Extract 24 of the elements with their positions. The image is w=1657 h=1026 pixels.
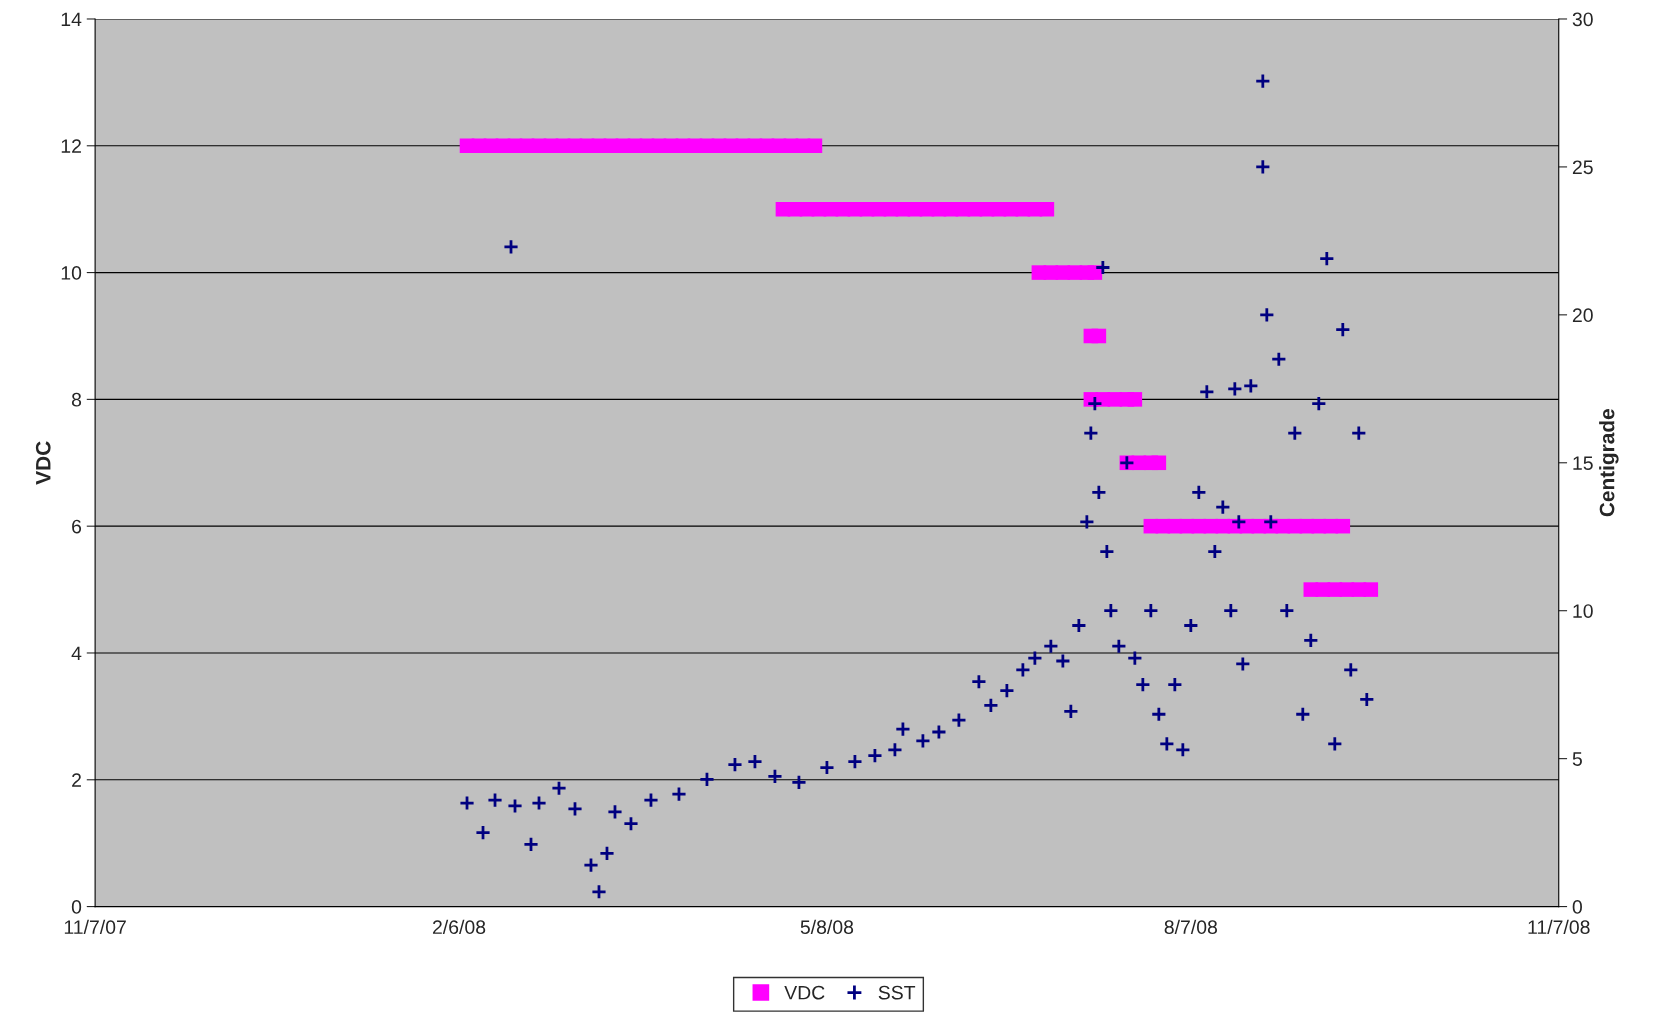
y2-axis-title: Centigrade <box>1599 409 1619 517</box>
y2-tick-label: 25 <box>1572 160 1593 175</box>
y2-tick-label: 15 <box>1573 456 1593 471</box>
y-tick-label: 2 <box>72 773 81 787</box>
x-tick-label: 5/8/08 <box>800 919 854 935</box>
x-tick-label: 11/7/07 <box>64 919 126 935</box>
y2-tick-label: 20 <box>1572 308 1593 323</box>
x-tick-label: 2/6/08 <box>432 919 486 935</box>
y2-tick-label: 0 <box>1572 900 1582 914</box>
x-tick-label: 11/7/08 <box>1528 919 1590 935</box>
y-tick-label: 4 <box>71 646 82 661</box>
y2-tick-label: 5 <box>1572 752 1582 766</box>
y-axis-title: VDC <box>35 441 51 485</box>
y-tick-label: 8 <box>71 392 82 407</box>
y-tick-label: 14 <box>61 12 82 27</box>
y-tick-label: 10 <box>61 266 82 280</box>
x-tick-label: 8/7/08 <box>1164 919 1218 935</box>
legend-label: VDC <box>784 985 825 1000</box>
y2-tick-label: 30 <box>1572 12 1593 27</box>
legend-label: SST <box>878 985 916 1000</box>
y-tick-label: 12 <box>61 139 81 153</box>
y2-tick-label: 10 <box>1573 604 1593 618</box>
y-tick-label: 6 <box>72 519 82 534</box>
y-tick-label: 0 <box>71 900 82 914</box>
